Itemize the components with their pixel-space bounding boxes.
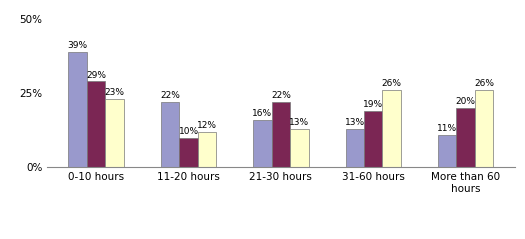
- Bar: [271, 102, 290, 167]
- Bar: [382, 90, 401, 167]
- Bar: [68, 52, 87, 167]
- Text: 13%: 13%: [345, 118, 365, 127]
- Text: 29%: 29%: [86, 71, 106, 80]
- Text: 10%: 10%: [178, 127, 198, 136]
- Text: 16%: 16%: [253, 109, 272, 118]
- Bar: [364, 111, 382, 167]
- Bar: [161, 102, 180, 167]
- Text: 12%: 12%: [197, 121, 217, 130]
- Bar: [475, 90, 494, 167]
- Text: 39%: 39%: [68, 41, 88, 50]
- Text: 22%: 22%: [160, 91, 180, 100]
- Text: 20%: 20%: [456, 97, 476, 106]
- Text: 11%: 11%: [437, 124, 457, 133]
- Bar: [198, 132, 216, 167]
- Text: 26%: 26%: [382, 80, 402, 88]
- Bar: [345, 129, 364, 167]
- Text: 13%: 13%: [289, 118, 309, 127]
- Bar: [253, 120, 271, 167]
- Bar: [438, 135, 456, 167]
- Bar: [106, 99, 124, 167]
- Bar: [456, 108, 475, 167]
- Bar: [87, 81, 106, 167]
- Text: 19%: 19%: [363, 100, 383, 109]
- Text: 26%: 26%: [474, 80, 494, 88]
- Text: 23%: 23%: [104, 88, 124, 97]
- Text: 22%: 22%: [271, 91, 291, 100]
- Bar: [290, 129, 309, 167]
- Bar: [180, 138, 198, 167]
